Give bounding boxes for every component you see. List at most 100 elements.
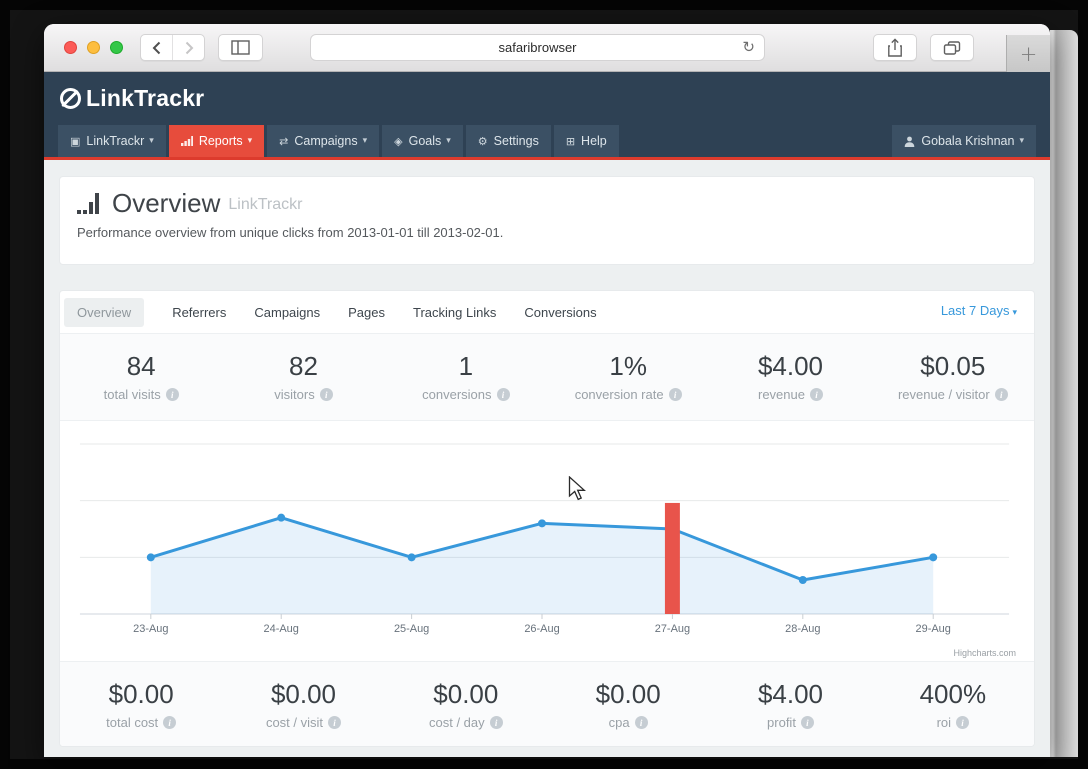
info-icon[interactable]: i: [634, 716, 648, 729]
shuffle-icon: ⇄: [279, 134, 289, 148]
info-icon[interactable]: i: [994, 388, 1008, 401]
new-tab-button[interactable]: +: [1006, 35, 1050, 72]
address-bar[interactable]: safaribrowser ↻: [310, 34, 765, 61]
zoom-window-button[interactable]: [110, 41, 123, 54]
stat-conversion-rate: 1% conversion rate i: [547, 334, 709, 420]
stat-cost-per-day: $0.00 cost / day i: [385, 662, 547, 746]
info-icon[interactable]: i: [809, 388, 823, 401]
stats-row-bottom: $0.00 total cost i $0.00 cost / visit i $0…: [60, 661, 1034, 746]
tab-tracking-links[interactable]: Tracking Links: [413, 304, 497, 320]
page-title: Overview: [112, 188, 221, 218]
minimize-window-button[interactable]: [87, 41, 100, 54]
stat-value: $0.05: [920, 351, 986, 381]
linktrackr-logo[interactable]: LinkTrackr: [60, 85, 204, 112]
browser-titlebar: safaribrowser ↻ +: [44, 24, 1050, 72]
stat-value: $0.00: [433, 679, 499, 709]
nav-label: Goals: [408, 134, 442, 148]
user-name: Gobala Krishnan: [921, 134, 1015, 148]
tab-conversions[interactable]: Conversions: [524, 304, 597, 320]
nav-label: LinkTrackr: [86, 134, 145, 148]
stat-visitors: 82 visitors i: [222, 334, 384, 420]
nav-item-help[interactable]: ⊞ Help: [553, 125, 619, 157]
tab-overview-button[interactable]: [930, 34, 974, 61]
tabs-icon: [943, 40, 961, 55]
stat-value: 400%: [919, 679, 987, 709]
info-icon[interactable]: i: [319, 388, 333, 401]
info-icon[interactable]: i: [956, 716, 970, 729]
date-range-label: Last 7 Days: [940, 303, 1010, 318]
linktrackr-logo-icon: [60, 88, 81, 109]
data-point-marker[interactable]: [538, 519, 547, 528]
stat-label: revenue / visitor: [897, 387, 990, 402]
highcharts-credit[interactable]: Highcharts.com: [953, 648, 1016, 658]
goals-diamond-icon: ◈: [394, 134, 403, 148]
nav-item-settings[interactable]: ⚙ Settings: [465, 125, 551, 157]
share-button[interactable]: [873, 34, 917, 61]
forward-button[interactable]: [172, 35, 204, 60]
cube-icon: ▣: [70, 134, 81, 148]
sidebar-icon: [231, 40, 250, 55]
tab-overview[interactable]: Overview: [64, 297, 145, 327]
info-icon[interactable]: i: [489, 716, 503, 729]
sidebar-button[interactable]: [218, 34, 263, 61]
medkit-icon: ⊞: [565, 134, 576, 148]
stat-revenue: $4.00 revenue i: [709, 334, 871, 420]
stat-value: 82: [289, 351, 318, 381]
user-icon: [904, 136, 915, 147]
stat-label: cpa: [608, 715, 630, 730]
x-axis-label: 23-Aug: [133, 623, 168, 635]
stat-label: profit: [767, 715, 796, 730]
nav-item-goals[interactable]: ◈ Goals ▾: [382, 125, 463, 157]
history-nav-group: [140, 34, 205, 61]
bar-chart-icon: [180, 136, 193, 146]
data-point-marker[interactable]: [798, 576, 807, 584]
stat-value: $0.00: [270, 679, 337, 709]
info-icon[interactable]: i: [496, 388, 510, 401]
x-axis-label: 28-Aug: [785, 623, 820, 635]
plus-icon: +: [1019, 41, 1038, 66]
info-icon[interactable]: i: [328, 716, 342, 729]
conversion-column[interactable]: [664, 502, 680, 614]
highcharts-area-chart: 23-Aug 24-Aug 25-Aug 26-Aug 27-Aug 28-Aug 29-A…: [79, 443, 1010, 635]
safari-window: safaribrowser ↻ + LinkTrackr ▣ LinkTrack…: [44, 24, 1050, 757]
x-axis-label: 29-Aug: [916, 623, 951, 635]
close-window-button[interactable]: [64, 41, 77, 54]
data-point-marker[interactable]: [407, 553, 416, 562]
app-header: LinkTrackr: [44, 72, 1050, 125]
stat-conversions: 1 conversions i: [385, 334, 547, 420]
x-axis-label: 27-Aug: [655, 623, 690, 635]
stat-value: $4.00: [757, 679, 824, 709]
page-title-suffix: LinkTrackr: [228, 196, 303, 213]
stat-label: total visits: [103, 387, 161, 402]
background-window-edge: [1050, 30, 1078, 757]
nav-item-campaigns[interactable]: ⇄ Campaigns ▾: [267, 125, 380, 157]
back-button[interactable]: [141, 35, 172, 60]
tab-campaigns[interactable]: Campaigns: [254, 304, 321, 320]
nav-label: Reports: [198, 134, 243, 148]
nav-label: Campaigns: [294, 134, 358, 148]
info-icon[interactable]: i: [668, 388, 682, 401]
user-menu[interactable]: Gobala Krishnan ▾: [892, 125, 1036, 157]
info-icon[interactable]: i: [165, 388, 179, 401]
area-fill: [150, 517, 934, 614]
data-point-marker[interactable]: [277, 513, 286, 522]
data-point-marker[interactable]: [146, 553, 155, 562]
date-range-selector[interactable]: Last 7 Days ▾: [941, 303, 1017, 318]
nav-item-reports[interactable]: Reports ▾: [168, 125, 265, 157]
stats-row-top: 84 total visits i 82 visitors i 1 conversi…: [60, 333, 1034, 421]
chevron-down-icon: ▾: [1019, 136, 1024, 146]
visits-chart[interactable]: 23-Aug 24-Aug 25-Aug 26-Aug 27-Aug 28-Aug 29-A…: [60, 421, 1034, 661]
chevron-down-icon: ▾: [247, 136, 253, 146]
data-point-marker[interactable]: [929, 553, 938, 562]
tab-pages[interactable]: Pages: [348, 304, 386, 320]
refresh-icon[interactable]: ↻: [742, 38, 755, 56]
tab-referrers[interactable]: Referrers: [172, 304, 227, 320]
info-icon[interactable]: i: [800, 716, 814, 729]
logo-text: LinkTrackr: [86, 85, 205, 111]
nav-item-linktrackr[interactable]: ▣ LinkTrackr ▾: [58, 125, 166, 157]
stat-value: 1: [458, 351, 474, 381]
stat-label: visitors: [274, 387, 315, 402]
stat-cost-per-visit: $0.00 cost / visit i: [222, 662, 384, 746]
info-icon[interactable]: i: [163, 716, 177, 729]
stat-total-visits: 84 total visits i: [60, 334, 222, 420]
